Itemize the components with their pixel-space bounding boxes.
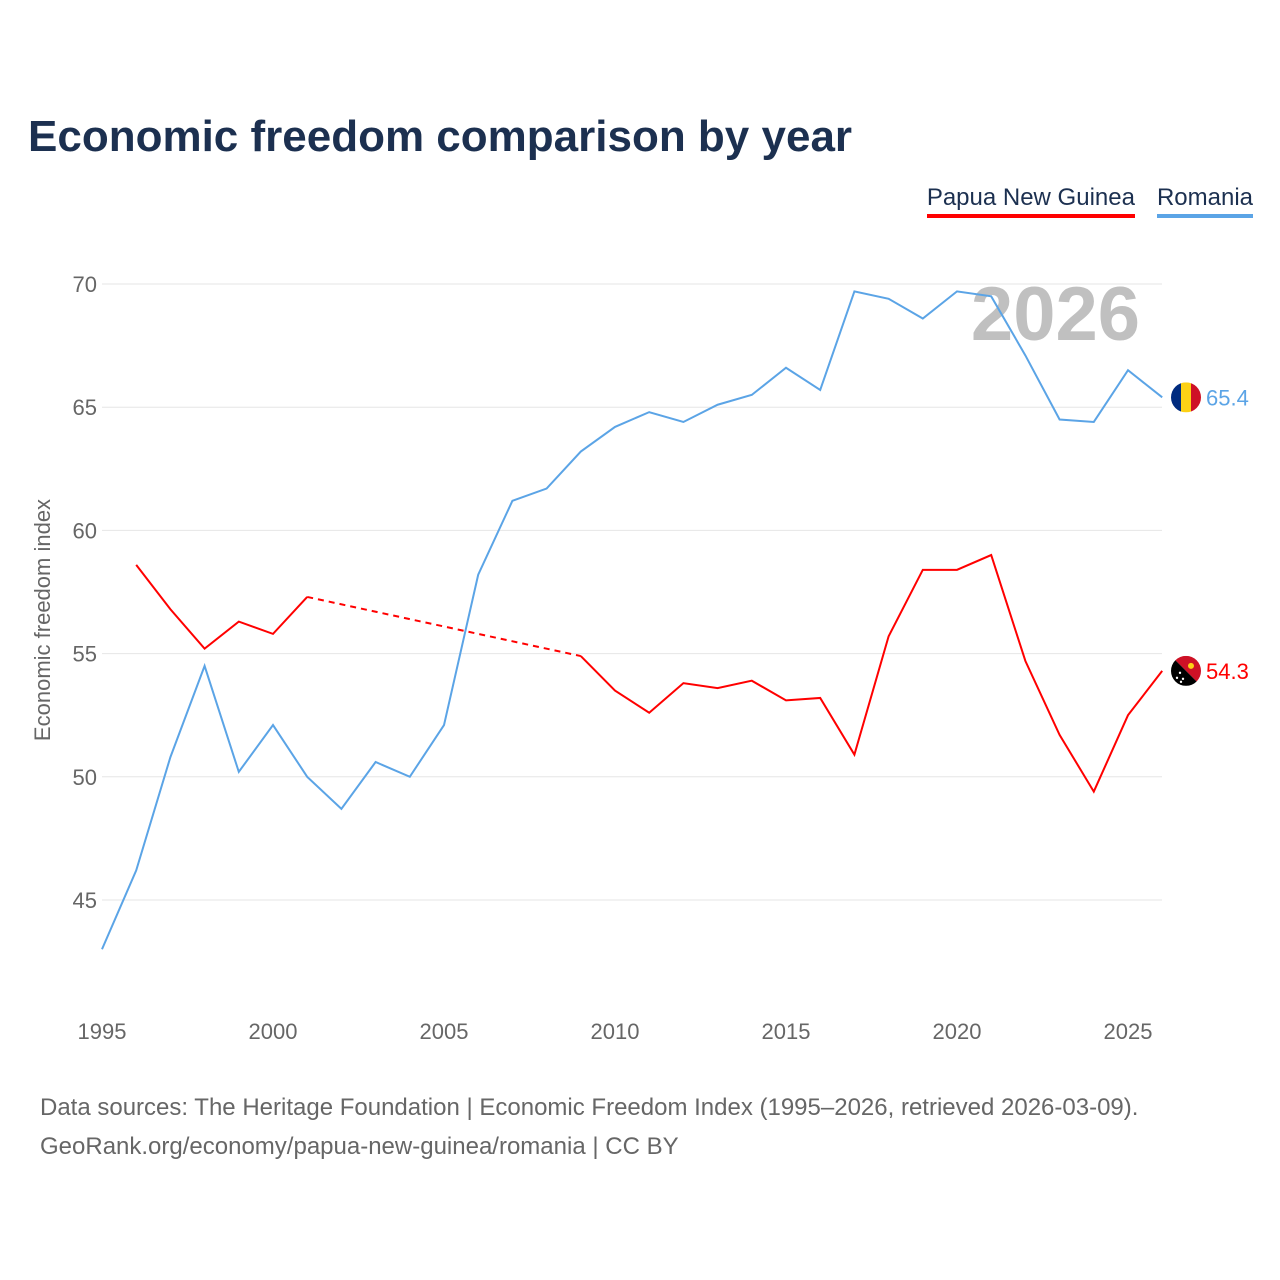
url-line: GeoRank.org/economy/papua-new-guinea/rom… bbox=[40, 1133, 679, 1160]
x-tick-label: 2000 bbox=[249, 1019, 298, 1044]
series-gap-dashed-0 bbox=[306, 595, 582, 658]
legend-item-romania[interactable]: Romania bbox=[1156, 184, 1253, 218]
y-axis-label: Economic freedom index bbox=[30, 499, 55, 741]
watermark-year: 2026 bbox=[971, 272, 1140, 357]
flag-stripe bbox=[1171, 382, 1181, 413]
y-tick-label: 65 bbox=[73, 395, 97, 420]
flag-stripe bbox=[1191, 382, 1201, 413]
series-line-0 bbox=[580, 553, 1163, 794]
chart-title: Economic freedom comparison by year bbox=[28, 112, 853, 161]
x-tick-label: 2010 bbox=[591, 1019, 640, 1044]
x-tick-label: 1995 bbox=[78, 1019, 127, 1044]
x-tick-label: 2020 bbox=[933, 1019, 982, 1044]
x-tick-label: 2005 bbox=[420, 1019, 469, 1044]
x-tick-label: 2025 bbox=[1104, 1019, 1153, 1044]
series-line-0 bbox=[135, 564, 308, 651]
flag-star bbox=[1175, 676, 1179, 680]
y-tick-label: 60 bbox=[73, 518, 97, 543]
flag-black bbox=[1171, 655, 1201, 686]
y-tick-label: 70 bbox=[73, 272, 97, 297]
footer: Data sources: The Heritage Foundation | … bbox=[40, 1088, 1138, 1166]
legend-item-papua-new-guinea[interactable]: Papua New Guinea bbox=[926, 184, 1135, 218]
y-tick-label: 55 bbox=[73, 642, 97, 667]
flag-star bbox=[1178, 671, 1182, 675]
series-line-1 bbox=[101, 290, 1163, 950]
end-value-label: 65.4 bbox=[1206, 385, 1249, 410]
romania-flag-icon bbox=[1171, 382, 1201, 413]
source-line: Data sources: The Heritage Foundation | … bbox=[40, 1094, 1139, 1121]
flag-stripe bbox=[1181, 382, 1191, 413]
flag-star bbox=[1181, 677, 1185, 681]
x-tick-label: 2015 bbox=[762, 1019, 811, 1044]
flag-star bbox=[1179, 680, 1183, 684]
y-tick-label: 45 bbox=[73, 888, 97, 913]
y-tick-label: 50 bbox=[73, 765, 97, 790]
flag-bird bbox=[1188, 662, 1194, 669]
end-value-label: 54.3 bbox=[1206, 659, 1249, 684]
papua-new-guinea-flag-icon bbox=[1171, 655, 1201, 686]
legend: Papua New Guinea Romania bbox=[926, 184, 1253, 218]
